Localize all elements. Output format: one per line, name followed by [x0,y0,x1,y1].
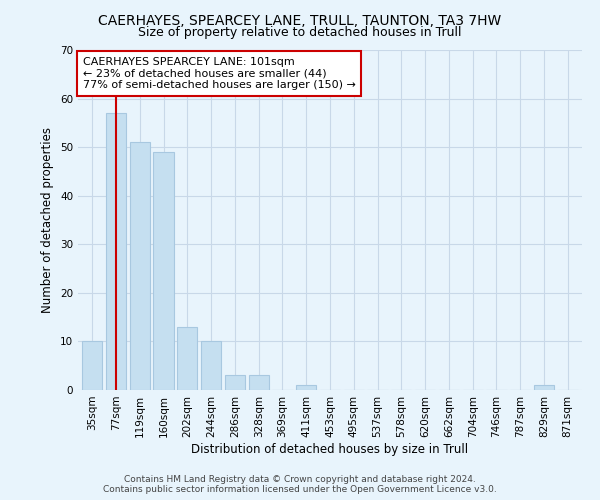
Bar [154,152,173,390]
Text: CAERHAYES SPEARCEY LANE: 101sqm
← 23% of detached houses are smaller (44)
77% of: CAERHAYES SPEARCEY LANE: 101sqm ← 23% of… [83,57,356,90]
Bar [225,376,245,390]
Bar [82,342,103,390]
Y-axis label: Number of detached properties: Number of detached properties [41,127,55,313]
Bar [248,376,269,390]
X-axis label: Distribution of detached houses by size in Trull: Distribution of detached houses by size … [191,442,469,456]
Bar [177,327,197,390]
Bar [106,113,126,390]
Bar [130,142,150,390]
Bar [534,385,554,390]
Bar [201,342,221,390]
Text: Contains HM Land Registry data © Crown copyright and database right 2024.
Contai: Contains HM Land Registry data © Crown c… [103,474,497,494]
Bar [296,385,316,390]
Text: CAERHAYES, SPEARCEY LANE, TRULL, TAUNTON, TA3 7HW: CAERHAYES, SPEARCEY LANE, TRULL, TAUNTON… [98,14,502,28]
Text: Size of property relative to detached houses in Trull: Size of property relative to detached ho… [138,26,462,39]
